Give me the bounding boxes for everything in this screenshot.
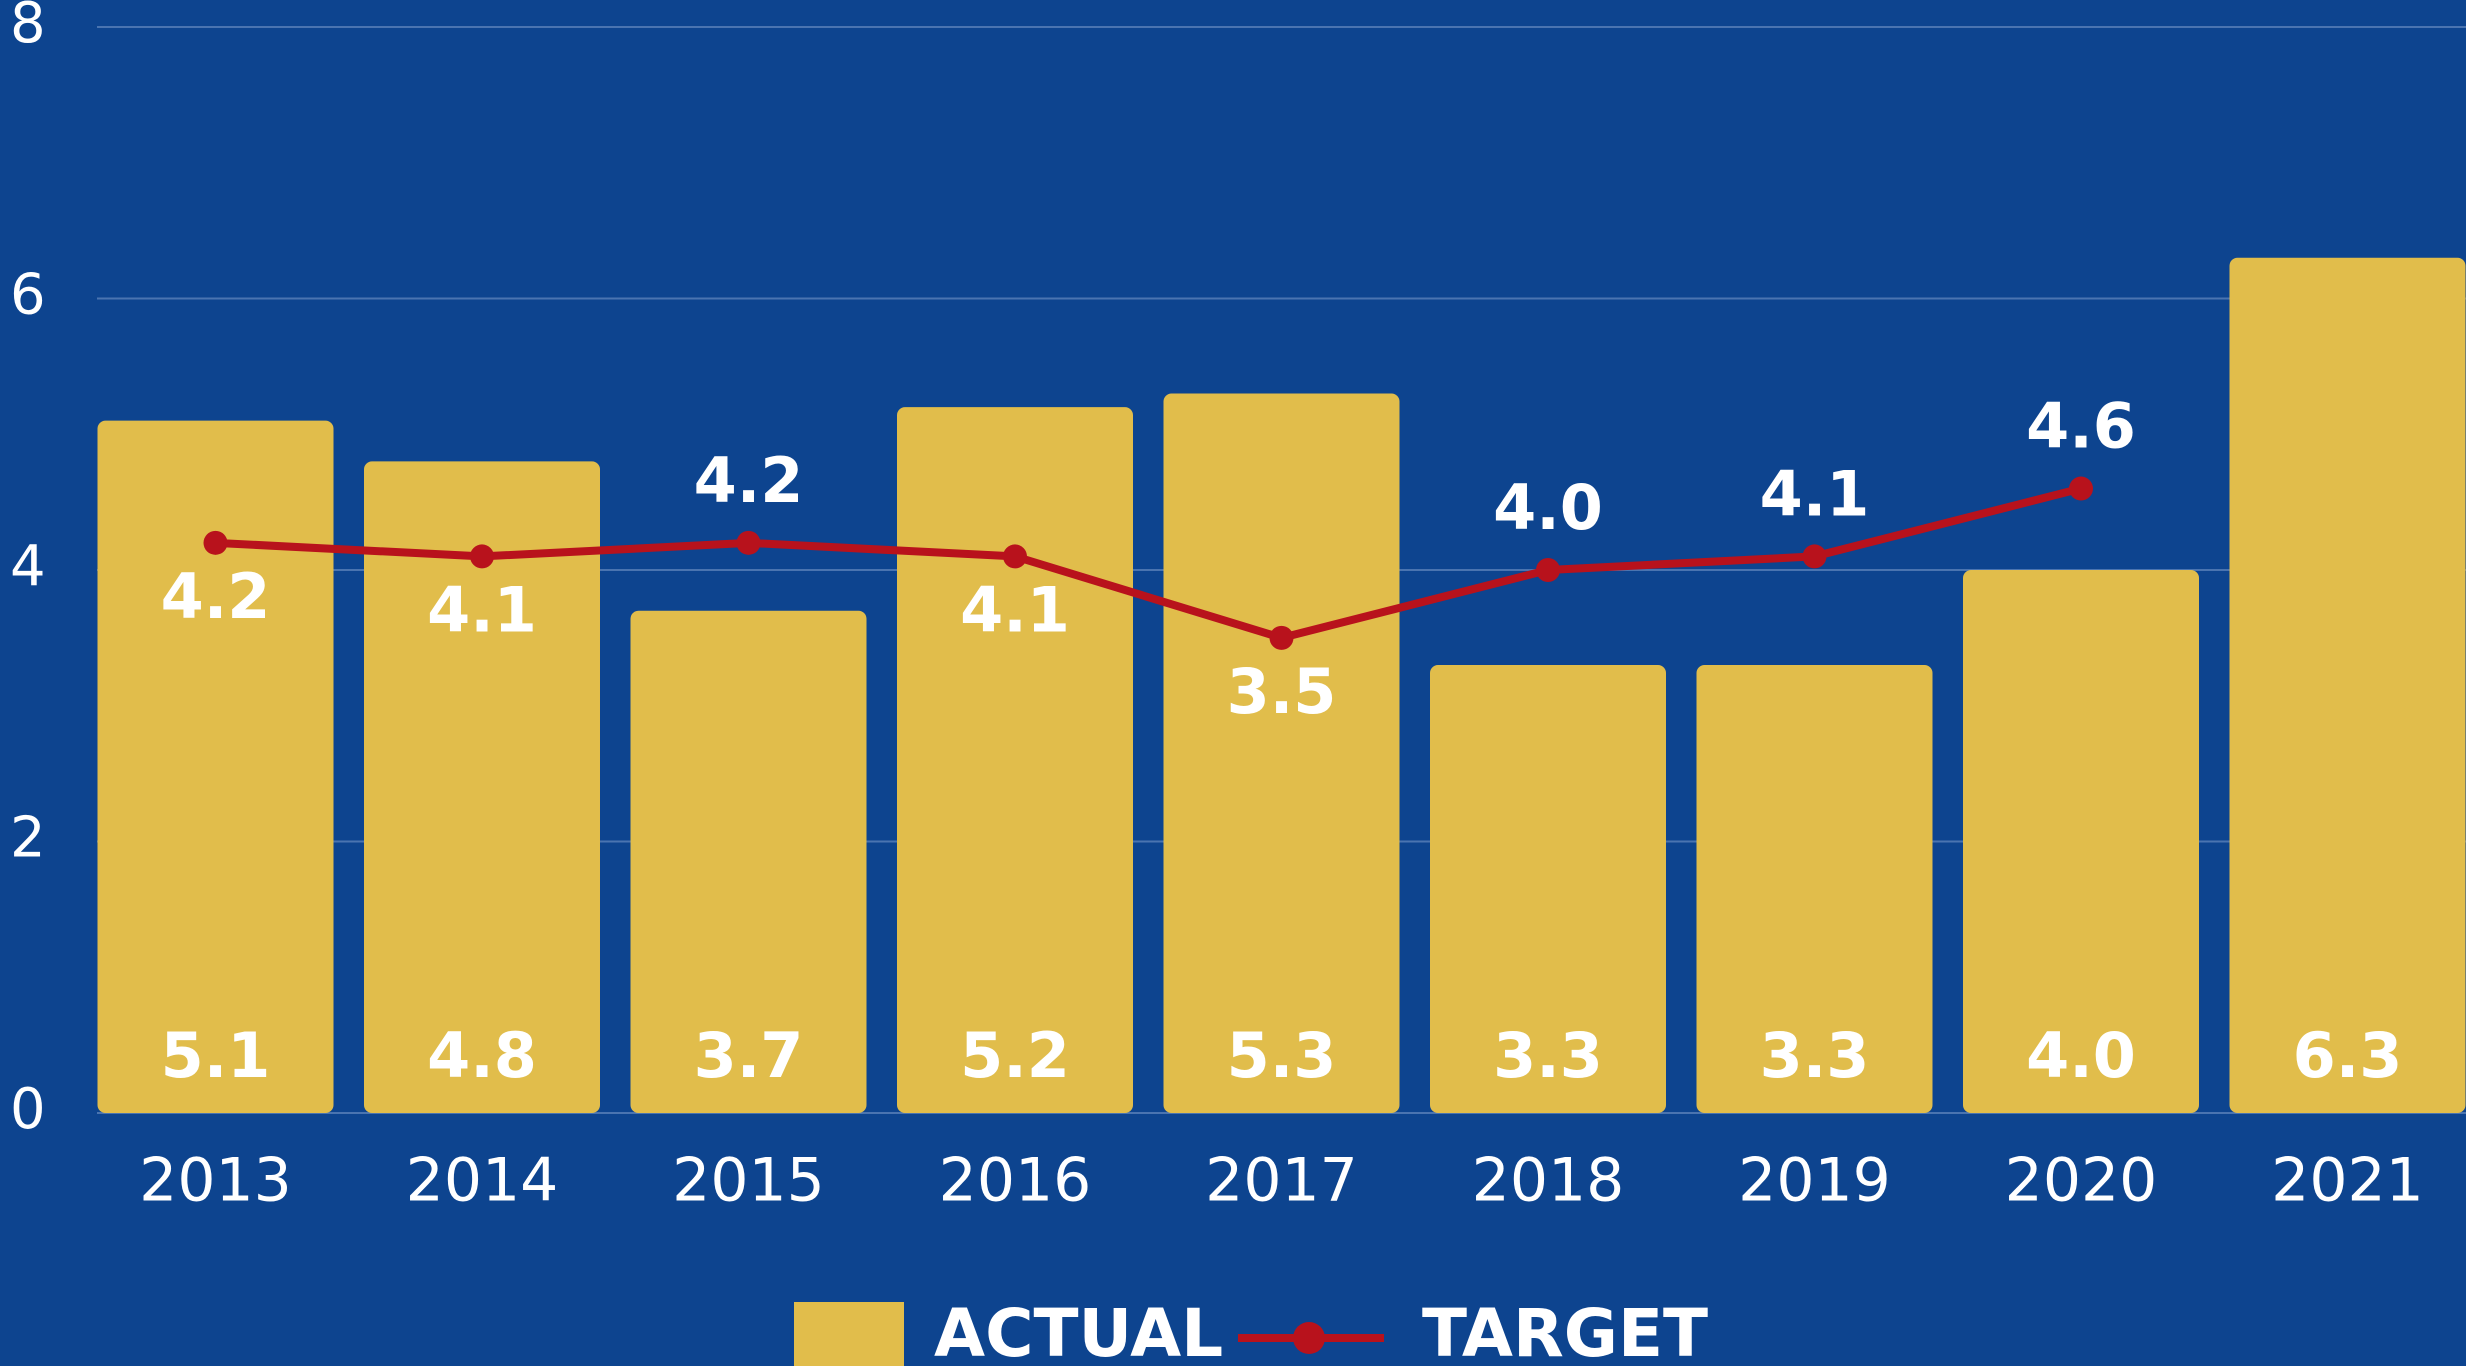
x-tick-label: 2021 <box>2271 1146 2424 1216</box>
legend-label: TARGET <box>1422 1295 1708 1366</box>
target-marker <box>203 530 228 555</box>
bar-value-label: 4.0 <box>2026 1019 2136 1092</box>
bar-value-label: 3.7 <box>694 1019 804 1092</box>
target-marker <box>2069 476 2093 501</box>
bar-value-label: 6.3 <box>2293 1019 2403 1092</box>
x-tick-label: 2019 <box>1738 1146 1891 1216</box>
target-value-label: 4.2 <box>161 560 271 633</box>
target-marker <box>736 530 761 555</box>
x-tick-label: 2014 <box>406 1146 559 1216</box>
y-tick-label: 8 <box>10 0 46 56</box>
y-tick-label: 2 <box>10 806 46 871</box>
bar <box>1696 665 1933 1113</box>
bar <box>1163 393 1400 1113</box>
legend-marker <box>1293 1322 1325 1354</box>
bar <box>97 420 334 1113</box>
x-tick-label: 2016 <box>939 1146 1092 1216</box>
bar <box>630 610 867 1113</box>
x-tick-label: 2017 <box>1205 1146 1358 1216</box>
target-value-label: 3.5 <box>1227 655 1337 728</box>
bar-value-label: 5.3 <box>1227 1019 1337 1092</box>
bar-value-label: 5.2 <box>960 1019 1070 1092</box>
target-value-label: 4.1 <box>1760 458 1870 531</box>
bar <box>364 461 600 1113</box>
target-line <box>215 484 2082 642</box>
bar <box>897 407 1133 1114</box>
y-tick-label: 6 <box>10 263 46 328</box>
target-value-label: 4.0 <box>1493 471 1603 544</box>
x-tick-label: 2020 <box>2005 1146 2158 1216</box>
bar-value-label: 3.3 <box>1493 1019 1603 1092</box>
target-value-label: 4.6 <box>2026 390 2136 463</box>
legend-swatch <box>794 1302 904 1366</box>
bar-value-label: 5.1 <box>161 1019 271 1092</box>
bar <box>1963 570 2199 1113</box>
y-tick-label: 0 <box>10 1077 46 1142</box>
bar <box>2229 257 2466 1113</box>
target-marker <box>1802 544 1827 569</box>
bar-value-label: 3.3 <box>1760 1019 1870 1092</box>
y-tick-label: 4 <box>10 534 46 599</box>
bar <box>1430 665 1666 1113</box>
x-tick-label: 2018 <box>1472 1146 1625 1216</box>
bar-value-label: 4.8 <box>427 1019 537 1092</box>
target-value-label: 4.2 <box>694 444 804 517</box>
target-value-label: 4.1 <box>427 574 537 647</box>
target-value-label: 4.1 <box>960 574 1070 647</box>
target-marker <box>1003 544 1027 569</box>
x-tick-label: 2015 <box>672 1146 825 1216</box>
target-marker <box>470 544 494 569</box>
target-marker <box>1269 625 1294 650</box>
legend-label: ACTUAL <box>934 1295 1223 1366</box>
target-marker <box>1536 558 1560 582</box>
x-tick-label: 2013 <box>139 1146 292 1216</box>
